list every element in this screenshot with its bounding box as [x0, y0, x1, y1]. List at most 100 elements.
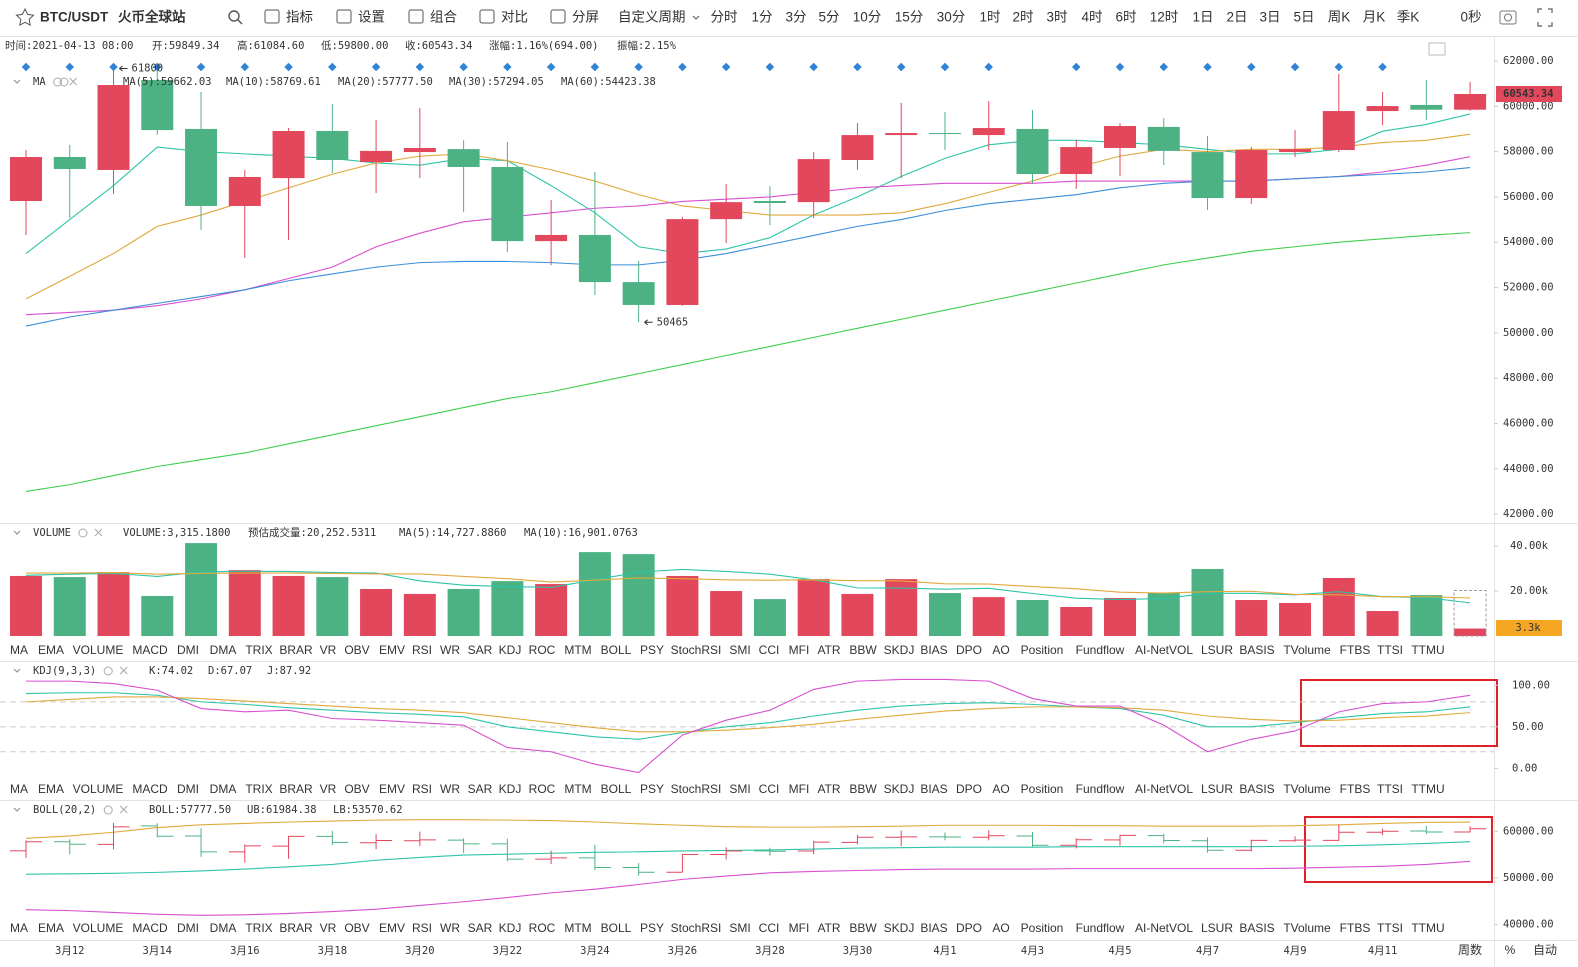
indicator-tab[interactable]: MTM: [564, 921, 591, 935]
indicator-tab[interactable]: DPO: [956, 782, 982, 796]
indicator-tab[interactable]: TTSI: [1377, 921, 1403, 935]
indicator-tab[interactable]: PSY: [640, 921, 664, 935]
event-marker[interactable]: [459, 62, 468, 72]
indicator-tab[interactable]: WR: [440, 643, 460, 657]
indicator-tab[interactable]: ATR: [817, 782, 840, 796]
indicator-tab[interactable]: SAR: [468, 782, 493, 796]
calendar-icon[interactable]: [1428, 42, 1446, 56]
event-marker[interactable]: [328, 62, 337, 72]
period-button[interactable]: 6时: [1115, 10, 1136, 25]
indicator-tab[interactable]: BRAR: [279, 782, 313, 796]
indicator-tab[interactable]: MACD: [132, 921, 168, 935]
indicator-tab[interactable]: BBW: [849, 921, 877, 935]
indicator-tab[interactable]: AI-NetVOL: [1135, 921, 1193, 935]
indicator-tab[interactable]: ATR: [817, 643, 840, 657]
indicator-tab[interactable]: CCI: [759, 782, 780, 796]
period-button[interactable]: 分时: [711, 10, 738, 25]
indicator-tab[interactable]: SMI: [729, 782, 750, 796]
indicator-tab[interactable]: MFI: [789, 782, 810, 796]
indicator-tab[interactable]: EMV: [379, 782, 405, 796]
indicator-tab[interactable]: TRIX: [245, 643, 272, 657]
indicator-tab[interactable]: TTMU: [1411, 782, 1444, 796]
indicator-tab[interactable]: TTSI: [1377, 782, 1403, 796]
indicator-tab[interactable]: AI-NetVOL: [1135, 643, 1193, 657]
indicator-tab[interactable]: CCI: [759, 643, 780, 657]
indicator-tab[interactable]: EMA: [38, 921, 64, 935]
indicator-tab[interactable]: TTSI: [1377, 643, 1403, 657]
indicator-tab[interactable]: DPO: [956, 921, 982, 935]
indicator-tab[interactable]: SAR: [468, 643, 493, 657]
indicator-tab[interactable]: AI-NetVOL: [1135, 782, 1193, 796]
indicator-tab[interactable]: SKDJ: [884, 782, 915, 796]
indicator-tab[interactable]: EMA: [38, 782, 64, 796]
indicator-tab[interactable]: FTBS: [1340, 643, 1371, 657]
indicator-tab[interactable]: ATR: [817, 921, 840, 935]
settings-icon[interactable]: [103, 666, 113, 676]
indicator-tab[interactable]: Position: [1021, 643, 1064, 657]
indicator-tab[interactable]: OBV: [344, 921, 369, 935]
indicator-tab[interactable]: MA: [10, 782, 28, 796]
indicator-tab[interactable]: EMV: [379, 643, 405, 657]
indicator-tab[interactable]: TRIX: [245, 782, 272, 796]
indicator-tab[interactable]: FTBS: [1340, 782, 1371, 796]
indicator-tab[interactable]: LSUR: [1201, 643, 1233, 657]
favorite-icon[interactable]: [15, 7, 35, 27]
indicator-tab[interactable]: BASIS: [1239, 782, 1274, 796]
settings-icon[interactable]: [53, 77, 63, 87]
indicator-tab[interactable]: SMI: [729, 921, 750, 935]
period-button[interactable]: 30分: [937, 10, 966, 25]
indicator-tab[interactable]: VOLUME: [73, 643, 124, 657]
indicator-tab[interactable]: ROC: [529, 782, 556, 796]
indicator-tab[interactable]: VR: [320, 643, 337, 657]
axis-button[interactable]: 周数: [1458, 942, 1482, 957]
indicator-tab[interactable]: BIAS: [920, 643, 947, 657]
period-button[interactable]: 5分: [818, 10, 839, 25]
indicator-tab[interactable]: BBW: [849, 643, 877, 657]
toolbar-button[interactable]: 对比: [501, 10, 528, 25]
event-marker[interactable]: [415, 62, 425, 72]
close-icon[interactable]: [119, 666, 128, 675]
indicator-tab[interactable]: AO: [992, 782, 1009, 796]
indicator-tab[interactable]: OBV: [344, 782, 369, 796]
indicator-tab[interactable]: BASIS: [1239, 643, 1274, 657]
indicator-tab[interactable]: TVolume: [1283, 782, 1331, 796]
indicator-tab[interactable]: SKDJ: [884, 921, 915, 935]
indicator-tab[interactable]: KDJ: [499, 921, 522, 935]
indicator-tab[interactable]: LSUR: [1201, 921, 1233, 935]
indicator-tab[interactable]: DMI: [177, 643, 199, 657]
indicator-tab[interactable]: MTM: [564, 643, 591, 657]
toolbar-button[interactable]: 设置: [358, 10, 385, 25]
indicator-tab[interactable]: BOLL: [601, 921, 632, 935]
settings-icon[interactable]: [103, 805, 113, 815]
period-button[interactable]: 2时: [1012, 10, 1033, 25]
indicator-tab[interactable]: SKDJ: [884, 643, 915, 657]
indicator-tab[interactable]: BASIS: [1239, 921, 1274, 935]
indicator-tab[interactable]: BIAS: [920, 782, 947, 796]
indicator-tab[interactable]: Position: [1021, 782, 1064, 796]
indicator-tab[interactable]: VR: [320, 782, 337, 796]
event-marker[interactable]: [503, 62, 512, 72]
period-button[interactable]: 1分: [751, 10, 772, 25]
indicator-tab[interactable]: LSUR: [1201, 782, 1233, 796]
indicator-tab[interactable]: MTM: [564, 782, 591, 796]
indicator-tab[interactable]: AO: [992, 921, 1009, 935]
indicator-tab[interactable]: PSY: [640, 782, 664, 796]
period-button[interactable]: 1日: [1192, 10, 1213, 25]
indicator-tab[interactable]: Fundflow: [1076, 782, 1125, 796]
indicator-tab[interactable]: BRAR: [279, 921, 313, 935]
period-button[interactable]: 3时: [1046, 10, 1067, 25]
indicator-tab[interactable]: TRIX: [245, 921, 272, 935]
indicator-tab[interactable]: BIAS: [920, 921, 947, 935]
event-marker[interactable]: [284, 62, 293, 72]
close-icon[interactable]: [69, 77, 78, 86]
indicator-tab[interactable]: WR: [440, 782, 460, 796]
indicator-tab[interactable]: KDJ: [499, 782, 522, 796]
period-button[interactable]: 15分: [895, 10, 924, 25]
settings-icon[interactable]: [78, 528, 88, 538]
period-button[interactable]: 5日: [1293, 10, 1314, 25]
indicator-tab[interactable]: TTMU: [1411, 921, 1444, 935]
event-marker[interactable]: [371, 62, 381, 72]
indicator-tab[interactable]: ROC: [529, 921, 556, 935]
indicator-tab[interactable]: MACD: [132, 782, 168, 796]
indicator-tab[interactable]: MFI: [789, 643, 810, 657]
